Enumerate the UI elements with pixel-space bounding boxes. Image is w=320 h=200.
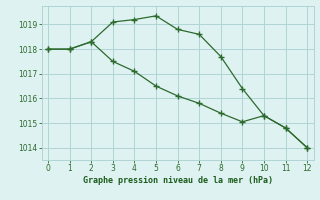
X-axis label: Graphe pression niveau de la mer (hPa): Graphe pression niveau de la mer (hPa) (83, 176, 273, 185)
